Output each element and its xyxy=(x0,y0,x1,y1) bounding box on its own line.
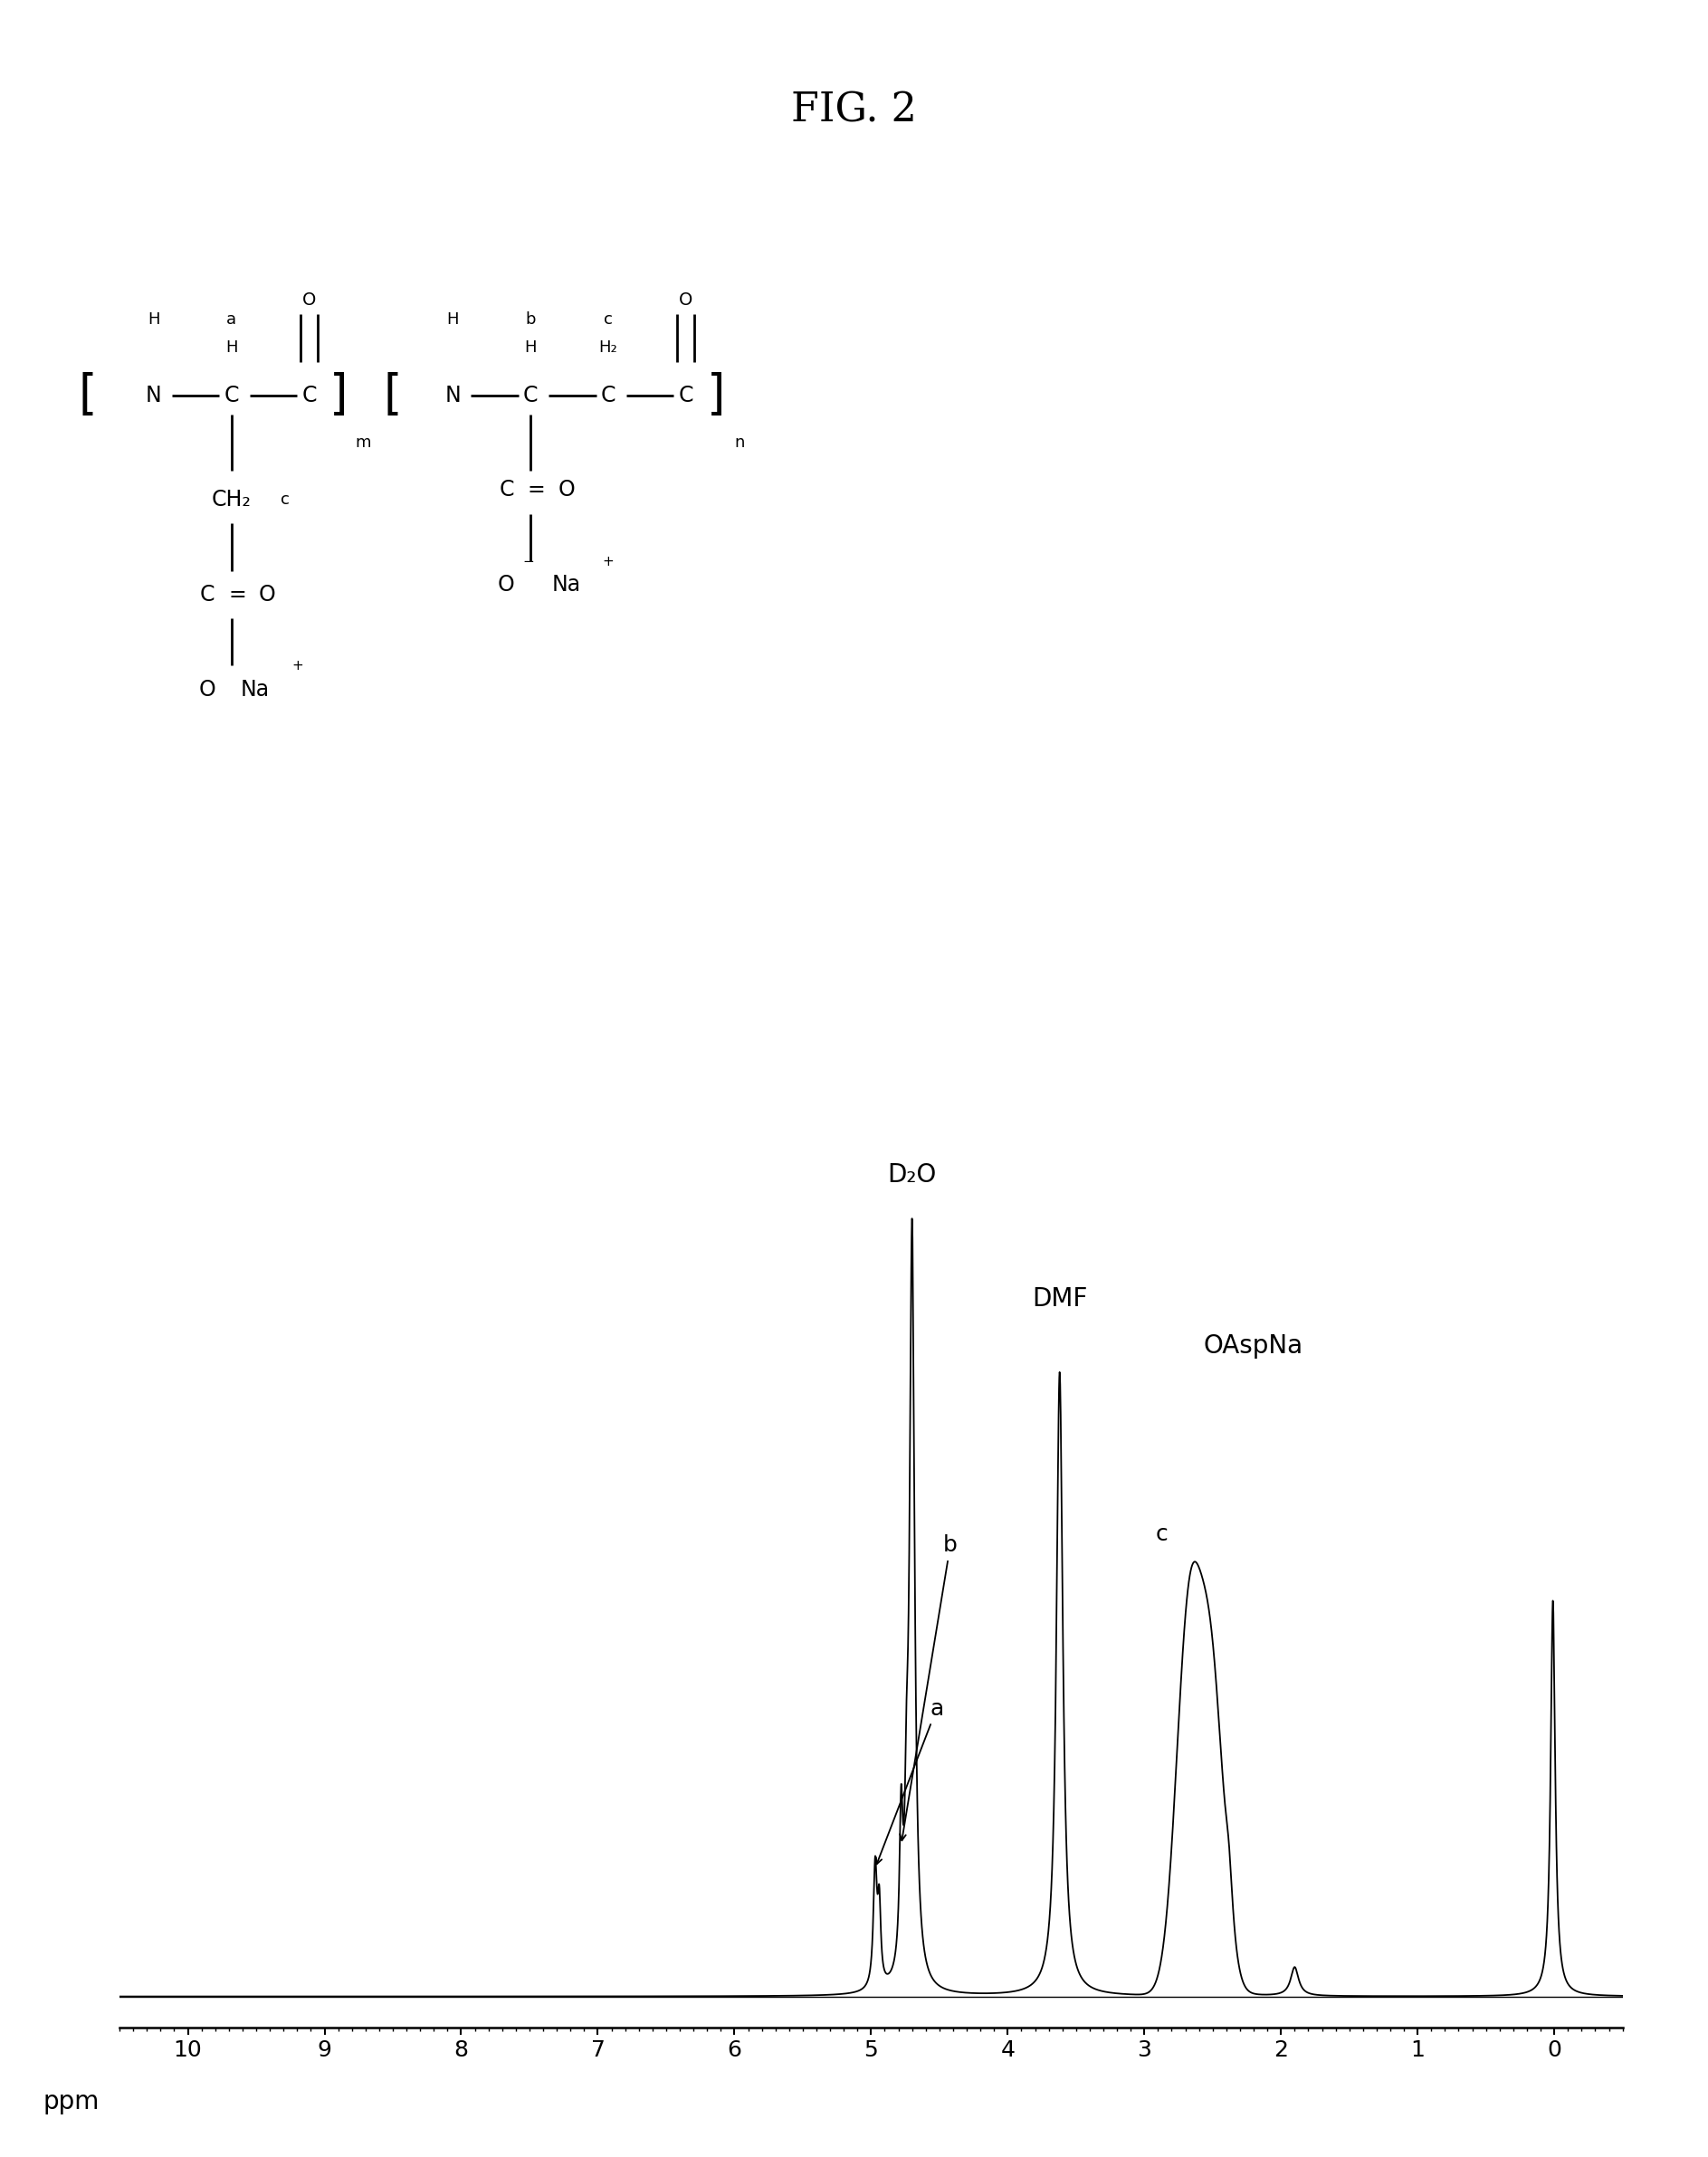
Text: C: C xyxy=(678,384,693,406)
Text: N: N xyxy=(145,384,162,406)
Text: C: C xyxy=(302,384,316,406)
Text: n: n xyxy=(734,434,745,451)
Text: =: = xyxy=(229,585,246,606)
Text: Na: Na xyxy=(552,574,581,595)
Text: [: [ xyxy=(384,371,401,418)
Text: +: + xyxy=(603,554,613,567)
Text: OAspNa: OAspNa xyxy=(1204,1333,1303,1359)
Text: O: O xyxy=(200,679,215,701)
Text: O: O xyxy=(678,291,693,308)
Text: c: c xyxy=(280,492,290,507)
Text: ]: ] xyxy=(330,371,348,418)
Text: a: a xyxy=(227,311,236,328)
Text: O: O xyxy=(559,479,574,500)
Text: ]: ] xyxy=(707,371,724,418)
Text: O: O xyxy=(260,585,275,606)
Text: b: b xyxy=(524,311,536,328)
Text: C: C xyxy=(601,384,615,406)
Text: Na: Na xyxy=(241,679,270,701)
Text: N: N xyxy=(444,384,461,406)
Text: m: m xyxy=(355,434,371,451)
Text: b: b xyxy=(900,1534,958,1840)
Text: FIG. 2: FIG. 2 xyxy=(791,91,917,129)
Text: a: a xyxy=(876,1698,943,1864)
Text: ppm: ppm xyxy=(43,2090,99,2114)
Text: O: O xyxy=(302,291,316,308)
Text: =: = xyxy=(528,479,545,500)
Text: C: C xyxy=(499,479,514,500)
Text: H: H xyxy=(225,339,237,356)
Text: H: H xyxy=(147,311,161,328)
Text: CH₂: CH₂ xyxy=(212,490,251,511)
Text: H: H xyxy=(524,339,536,356)
Text: −: − xyxy=(523,554,533,567)
Text: O: O xyxy=(499,574,514,595)
Text: c: c xyxy=(1156,1523,1168,1544)
Text: c: c xyxy=(603,311,613,328)
Text: D₂O: D₂O xyxy=(888,1163,936,1186)
Text: H₂: H₂ xyxy=(600,339,617,356)
Text: +: + xyxy=(292,658,302,673)
Text: C: C xyxy=(224,384,239,406)
Text: [: [ xyxy=(79,371,97,418)
Text: DMF: DMF xyxy=(1032,1286,1088,1311)
Text: C: C xyxy=(200,585,215,606)
Text: H: H xyxy=(446,311,459,328)
Text: C: C xyxy=(523,384,538,406)
